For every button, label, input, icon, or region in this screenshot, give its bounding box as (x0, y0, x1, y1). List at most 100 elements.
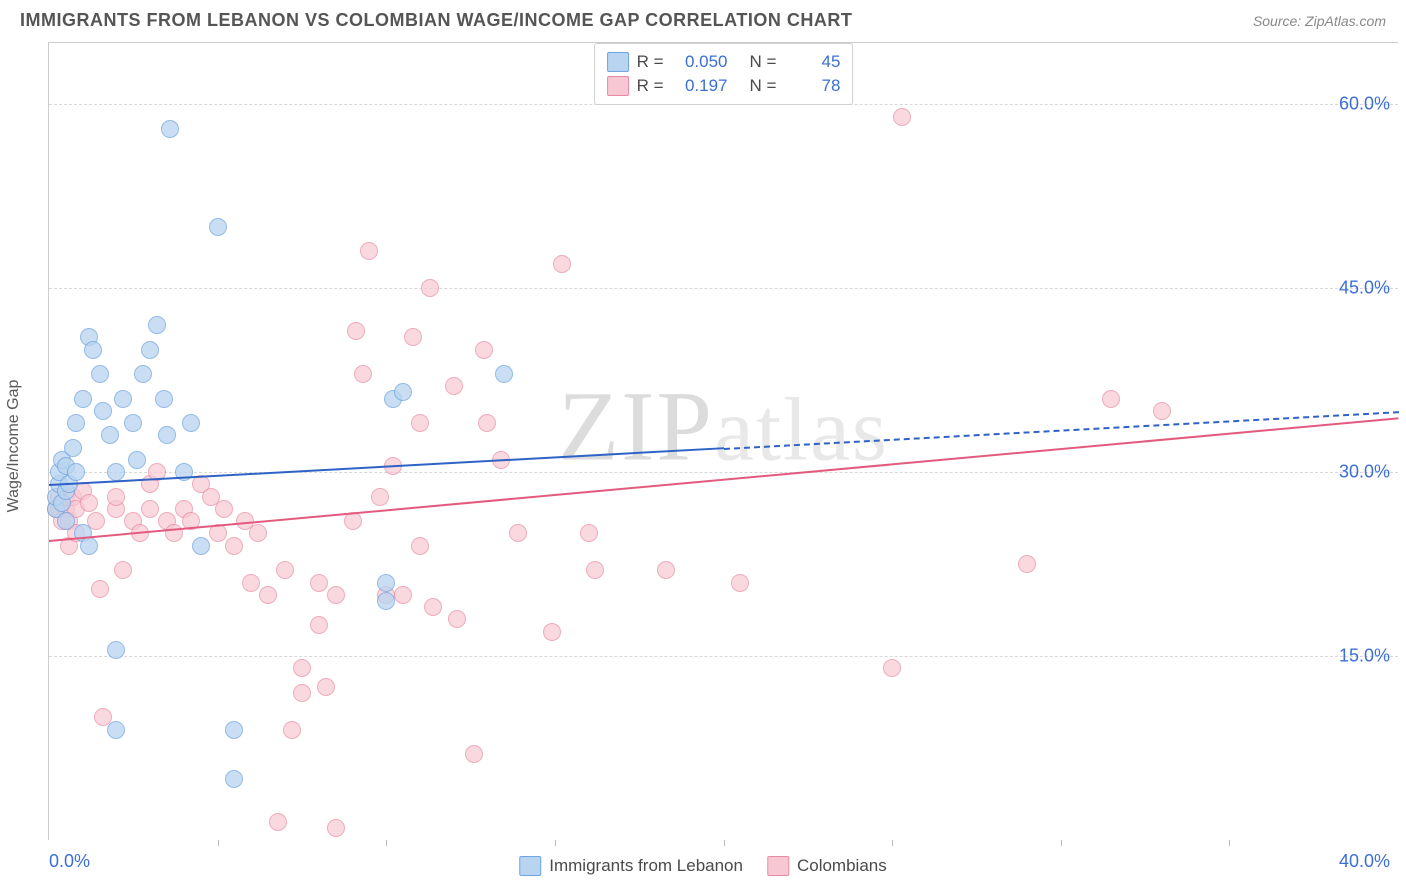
data-point-lebanon (128, 451, 146, 469)
data-point-colombian (1153, 402, 1171, 420)
x-tick-mark (1061, 840, 1062, 846)
data-point-lebanon (192, 537, 210, 555)
x-tick-mark (892, 840, 893, 846)
data-point-colombian (404, 328, 422, 346)
gridline (49, 656, 1398, 657)
data-point-lebanon (114, 390, 132, 408)
data-point-colombian (310, 616, 328, 634)
data-point-colombian (411, 414, 429, 432)
data-point-lebanon (107, 641, 125, 659)
data-point-colombian (1018, 555, 1036, 573)
data-point-lebanon (225, 770, 243, 788)
data-point-colombian (80, 494, 98, 512)
x-tick-mark (218, 840, 219, 846)
y-tick-label: 45.0% (1339, 278, 1390, 299)
data-point-colombian (731, 574, 749, 592)
legend-label-colombian: Colombians (797, 856, 887, 876)
data-point-colombian (424, 598, 442, 616)
data-point-colombian (283, 721, 301, 739)
data-point-lebanon (377, 574, 395, 592)
data-point-lebanon (101, 426, 119, 444)
legend-n-label: N = (750, 76, 777, 96)
data-point-lebanon (225, 721, 243, 739)
series-legend: Immigrants from Lebanon Colombians (519, 856, 886, 876)
data-point-colombian (509, 524, 527, 542)
data-point-lebanon (57, 512, 75, 530)
data-point-colombian (293, 684, 311, 702)
legend-r-label: R = (637, 76, 664, 96)
y-tick-label: 15.0% (1339, 646, 1390, 667)
legend-n-lebanon: 45 (788, 52, 840, 72)
x-tick-mark (386, 840, 387, 846)
data-point-lebanon (67, 414, 85, 432)
data-point-colombian (448, 610, 466, 628)
plot-surface: 15.0% 30.0% 45.0% 60.0% (49, 43, 1398, 840)
y-tick-label: 60.0% (1339, 94, 1390, 115)
data-point-colombian (276, 561, 294, 579)
data-point-colombian (249, 524, 267, 542)
data-point-lebanon (67, 463, 85, 481)
data-point-colombian (893, 108, 911, 126)
gridline (49, 288, 1398, 289)
data-point-lebanon (377, 592, 395, 610)
x-axis-max: 40.0% (1339, 851, 1390, 872)
legend-n-colombian: 78 (788, 76, 840, 96)
chart-area: ZIPatlas 15.0%30.0%45.0%60.0% R = 0.050 … (48, 42, 1398, 840)
source-attribution: Source: ZipAtlas.com (1253, 13, 1386, 29)
data-point-lebanon (94, 402, 112, 420)
chart-header: IMMIGRANTS FROM LEBANON VS COLOMBIAN WAG… (0, 0, 1406, 39)
data-point-lebanon (124, 414, 142, 432)
data-point-colombian (445, 377, 463, 395)
legend-label-lebanon: Immigrants from Lebanon (549, 856, 743, 876)
data-point-colombian (394, 586, 412, 604)
data-point-colombian (327, 586, 345, 604)
data-point-colombian (478, 414, 496, 432)
data-point-lebanon (394, 383, 412, 401)
chart-title: IMMIGRANTS FROM LEBANON VS COLOMBIAN WAG… (20, 10, 852, 31)
data-point-lebanon (84, 341, 102, 359)
x-axis-min: 0.0% (49, 851, 90, 872)
y-axis-label: Wage/Income Gap (5, 380, 23, 513)
data-point-colombian (317, 678, 335, 696)
swatch-colombian (607, 76, 629, 96)
legend-row-lebanon: R = 0.050 N = 45 (607, 50, 841, 74)
data-point-colombian (327, 819, 345, 837)
data-point-colombian (225, 537, 243, 555)
data-point-colombian (215, 500, 233, 518)
legend-item-colombian: Colombians (767, 856, 887, 876)
data-point-colombian (107, 488, 125, 506)
data-point-lebanon (209, 218, 227, 236)
data-point-lebanon (158, 426, 176, 444)
data-point-lebanon (74, 390, 92, 408)
data-point-colombian (586, 561, 604, 579)
data-point-lebanon (107, 721, 125, 739)
data-point-colombian (259, 586, 277, 604)
correlation-legend: R = 0.050 N = 45 R = 0.197 N = 78 (594, 43, 854, 105)
data-point-colombian (242, 574, 260, 592)
data-point-colombian (141, 500, 159, 518)
data-point-colombian (421, 279, 439, 297)
data-point-colombian (580, 524, 598, 542)
data-point-colombian (657, 561, 675, 579)
legend-n-label: N = (750, 52, 777, 72)
x-tick-mark (1229, 840, 1230, 846)
legend-r-lebanon: 0.050 (676, 52, 728, 72)
swatch-lebanon (607, 52, 629, 72)
y-tick-label: 30.0% (1339, 462, 1390, 483)
legend-row-colombian: R = 0.197 N = 78 (607, 74, 841, 98)
data-point-lebanon (155, 390, 173, 408)
data-point-colombian (1102, 390, 1120, 408)
data-point-colombian (269, 813, 287, 831)
data-point-colombian (360, 242, 378, 260)
data-point-colombian (310, 574, 328, 592)
legend-r-label: R = (637, 52, 664, 72)
swatch-lebanon (519, 856, 541, 876)
trendline-colombian (49, 417, 1398, 542)
data-point-colombian (465, 745, 483, 763)
data-point-lebanon (91, 365, 109, 383)
data-point-colombian (553, 255, 571, 273)
swatch-colombian (767, 856, 789, 876)
data-point-colombian (293, 659, 311, 677)
data-point-colombian (411, 537, 429, 555)
data-point-lebanon (495, 365, 513, 383)
